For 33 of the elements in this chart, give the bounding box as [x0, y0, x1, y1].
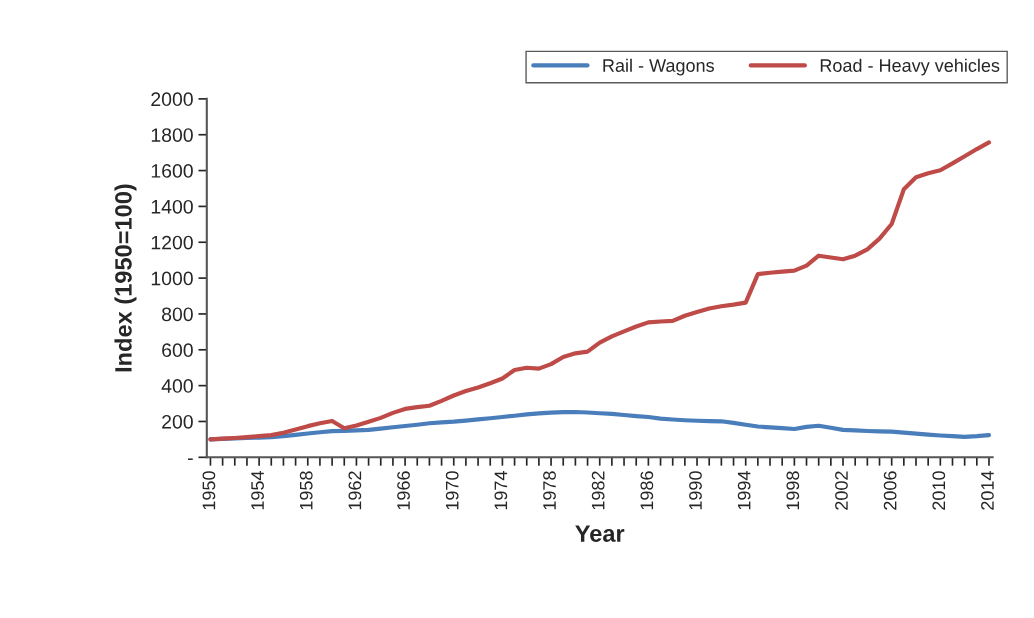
y-tick-label: 1600 [151, 164, 193, 178]
legend-label: Rail - Wagons [603, 58, 714, 76]
x-tick-label: 1974 [494, 471, 508, 510]
y-axis-title: Index (1950=100) [114, 184, 137, 372]
x-tick-label: 1994 [737, 471, 751, 510]
x-tick-label: 2010 [932, 471, 946, 510]
x-tick-label: 1962 [348, 471, 362, 510]
y-tick-label: 400 [161, 379, 193, 393]
x-tick-label: 2006 [883, 471, 897, 510]
x-tick-label: 2014 [981, 471, 994, 510]
y-tick-label: 1000 [151, 271, 193, 286]
x-tick-label: 1958 [299, 471, 313, 510]
y-tick-label: 1400 [151, 199, 193, 214]
x-tick-label: 1978 [543, 471, 556, 510]
y-tick-label: 200 [162, 414, 193, 429]
x-tick-label: 1954 [251, 471, 264, 510]
y-tick-label: - [187, 458, 193, 460]
x-tick-label: 1966 [397, 471, 410, 510]
y-tick-label: 2000 [151, 92, 193, 107]
x-axis-title: Year [575, 525, 625, 542]
x-tick-label: 1998 [786, 471, 800, 510]
line-series [208, 140, 992, 442]
y-tick-label: 600 [162, 343, 193, 358]
x-tick-label: 1950 [202, 471, 216, 510]
legend-label: Road - Heavy vehicles [820, 58, 1000, 76]
x-tick-label: 1990 [689, 471, 702, 510]
x-tick-label: 2002 [835, 471, 848, 510]
y-tick-label: 800 [162, 307, 193, 322]
x-tick-label: 1982 [591, 471, 605, 510]
y-tick-label: 1200 [151, 235, 193, 250]
x-tick-label: 1986 [640, 471, 654, 510]
y-tick-label: 1800 [151, 128, 193, 142]
x-tick-label: 1970 [445, 471, 459, 510]
